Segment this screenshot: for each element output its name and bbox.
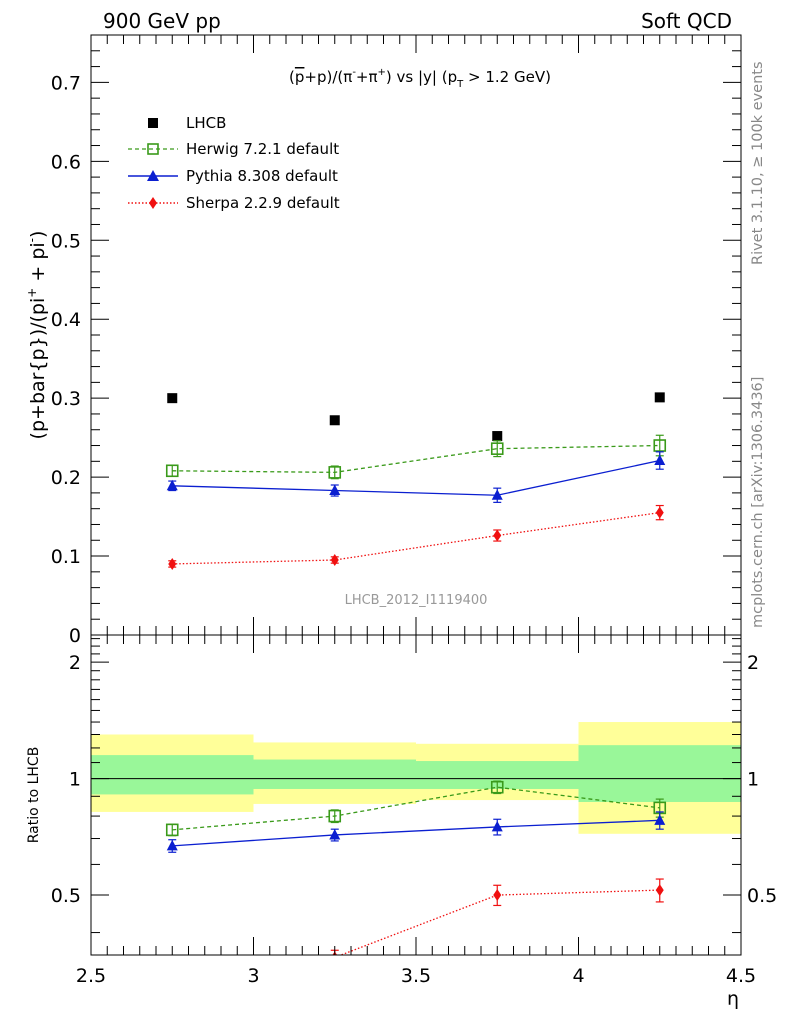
ratio-point-pythia xyxy=(329,828,341,840)
main-line-sherpa xyxy=(172,511,660,565)
ratio-line-pythia xyxy=(172,819,660,847)
ratio-ytick-label: 0.5 xyxy=(51,885,81,907)
ratio-point-pythia xyxy=(654,814,666,825)
ratio-point-herwig xyxy=(328,809,342,823)
x-tick-label: 4.5 xyxy=(726,965,756,987)
main-ytick-label: 0.6 xyxy=(51,151,81,173)
title-sup-plus: + xyxy=(378,67,386,78)
main-ytick-label: 0.1 xyxy=(51,546,81,568)
x-tick-label: 3 xyxy=(247,965,259,987)
main-series-group xyxy=(165,392,667,570)
main-point-sherpa xyxy=(168,557,177,570)
ylabel-part-c: ) xyxy=(27,231,49,238)
title-pbar: p xyxy=(295,68,305,86)
title-part-a: +p)/(π xyxy=(304,68,352,86)
main-point-pythia xyxy=(166,479,178,491)
ratio-point-pythia xyxy=(491,820,503,832)
ratio-point-herwig xyxy=(490,780,504,794)
ylabel-sup-minus: - xyxy=(25,238,39,242)
ratio-uncertainty-bands xyxy=(91,722,741,834)
header-left: 900 GeV pp xyxy=(103,9,221,33)
ratio-band-inner xyxy=(91,755,254,795)
ylabel-sup-plus: + xyxy=(25,288,39,298)
ratio-point-herwig xyxy=(165,823,179,837)
title-sup-minus: - xyxy=(352,67,356,78)
legend-marker-lhcb xyxy=(148,118,158,128)
main-ytick-label: 0.5 xyxy=(51,230,81,252)
legend-label-pythia: Pythia 8.308 default xyxy=(186,167,338,185)
ylabel-part-a: (p+bar{p})/(pi xyxy=(27,298,49,440)
main-line-herwig xyxy=(172,444,660,474)
title-part-b: +π xyxy=(356,68,378,86)
header-right: Soft QCD xyxy=(641,9,732,33)
ratio-ytick-label: 2 xyxy=(69,652,81,674)
legend: LHCB Herwig 7.2.1 default Pythia 8.308 d… xyxy=(128,114,340,212)
title-part-c: ) vs |y| (p xyxy=(386,68,457,86)
main-point-pythia xyxy=(329,484,341,496)
main-y-ticks: 0 0.1 0.2 0.3 0.4 0.5 0.6 0.7 xyxy=(51,50,741,647)
ratio-point-sherpa xyxy=(655,884,664,897)
main-point-lhcb xyxy=(167,393,178,404)
main-line-pythia xyxy=(172,459,660,496)
title-sub-t: T xyxy=(456,79,464,90)
x-tick-label: 4 xyxy=(572,965,584,987)
main-point-pythia xyxy=(654,454,666,466)
main-ytick-label: 0.7 xyxy=(51,72,81,94)
ratio-point-pythia xyxy=(166,839,178,851)
legend-label-lhcb: LHCB xyxy=(186,114,226,132)
ratio-ytick-label-right: 0.5 xyxy=(747,885,777,907)
main-point-sherpa xyxy=(330,554,339,566)
ratio-ytick-label-right: 1 xyxy=(747,769,759,791)
main-point-herwig xyxy=(490,442,504,455)
legend-marker-sherpa xyxy=(149,197,157,209)
main-ytick-label: 0.4 xyxy=(51,309,81,331)
ratio-point-sherpa xyxy=(168,975,176,987)
ratio-band-inner xyxy=(578,745,741,802)
ratio-y-axis-label: Ratio to LHCB xyxy=(26,747,42,844)
x-tick-label: 2.5 xyxy=(76,965,106,987)
main-x-ticks xyxy=(90,35,742,635)
ratio-series-group xyxy=(165,780,667,987)
ratio-line-herwig xyxy=(172,786,660,831)
title-part-d: > 1.2 GeV) xyxy=(463,68,551,86)
ratio-plot-panel: 0.5 0.5 1 1 2 2 2.5 3 3.5 4 4.5 Ratio to LHCB η xyxy=(26,634,777,1010)
main-y-axis-label: (p+bar{p})/(pi+ + pi-) xyxy=(25,231,49,440)
ratio-ytick-label-right: 2 xyxy=(747,652,759,674)
main-point-herwig xyxy=(653,439,667,452)
main-point-lhcb xyxy=(654,392,665,403)
x-tick-label: 3.5 xyxy=(401,965,431,987)
ratio-ytick-label: 1 xyxy=(69,769,81,791)
main-point-sherpa xyxy=(655,506,664,519)
main-point-sherpa xyxy=(493,529,502,542)
main-plot-title: (p+p)/(π-+π+) vs |y| (pT > 1.2 GeV) xyxy=(289,67,551,90)
ylabel-part-b: + pi xyxy=(27,242,49,287)
ratio-point-sherpa xyxy=(493,889,502,902)
legend-label-sherpa: Sherpa 2.2.9 default xyxy=(186,194,340,212)
x-axis-label: η xyxy=(727,988,739,1010)
rivet-version-label: Rivet 3.1.10, ≥ 100k events xyxy=(750,61,766,265)
main-ytick-label: 0.2 xyxy=(51,467,81,489)
legend-label-herwig: Herwig 7.2.1 default xyxy=(186,140,339,158)
main-point-lhcb xyxy=(329,415,340,426)
mcplots-reference-label: mcplots.cern.ch [arXiv:1306.3436] xyxy=(750,377,766,628)
main-plot-panel: LHCB_2012_I1119400 (p+p)/(π-+π+) vs |y| … xyxy=(25,34,742,647)
main-ytick-label: 0.3 xyxy=(51,388,81,410)
analysis-watermark: LHCB_2012_I1119400 xyxy=(345,593,488,608)
main-ytick-label: 0 xyxy=(69,625,81,647)
main-point-lhcb xyxy=(492,431,503,442)
ratio-y-ticks: 0.5 0.5 1 1 2 2 xyxy=(51,638,777,934)
main-point-pythia xyxy=(491,489,503,500)
legend-marker-pythia xyxy=(147,170,159,181)
ratio-plot-frame xyxy=(90,634,742,956)
main-point-herwig xyxy=(328,466,342,479)
legend-marker-herwig xyxy=(147,143,159,155)
ratio-band-inner xyxy=(253,759,416,789)
main-point-herwig xyxy=(165,464,179,478)
